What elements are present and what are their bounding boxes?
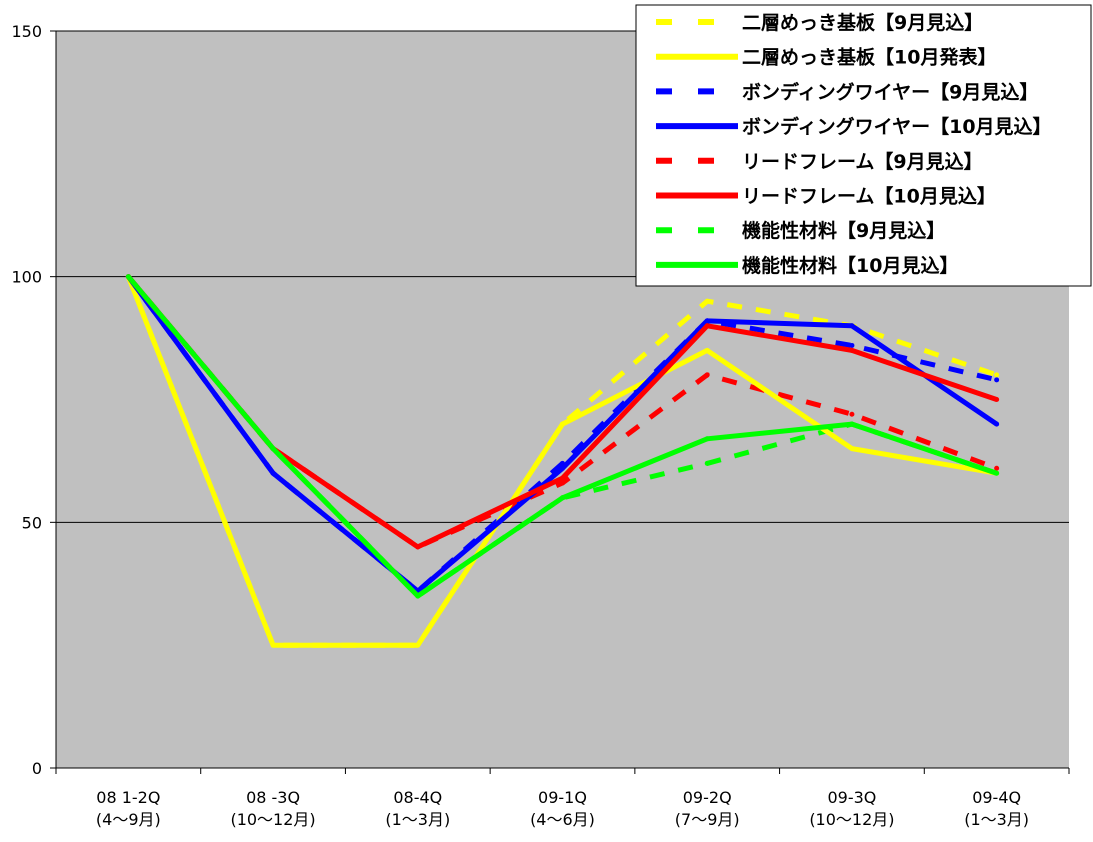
x-tick-label: 09-4Q: [972, 788, 1021, 807]
data-point: [849, 446, 855, 452]
data-point: [994, 470, 1000, 476]
x-tick-label: (4～6月): [530, 810, 595, 829]
data-point: [560, 421, 565, 427]
x-tick-label: (7～9月): [675, 810, 740, 829]
legend: 二層めっき基板【9月見込】二層めっき基板【10月発表】ボンディングワイヤー【9月…: [635, 4, 1092, 287]
data-point: [994, 377, 1000, 383]
data-point: [270, 642, 276, 648]
data-point: [704, 347, 710, 353]
data-point: [994, 465, 1000, 471]
legend-box: [635, 4, 1092, 287]
y-tick-label: 150: [11, 22, 42, 41]
x-tick-label: (10～12月): [230, 810, 315, 829]
data-point: [994, 421, 1000, 427]
x-tick-label: (10～12月): [809, 810, 894, 829]
data-point: [849, 411, 855, 417]
data-point: [270, 470, 276, 476]
data-point: [415, 642, 421, 648]
x-tick-label: 09-2Q: [683, 788, 732, 807]
data-point: [560, 475, 565, 481]
data-point: [849, 421, 855, 427]
series-layer: [125, 274, 1000, 648]
x-tick-label: (1～3月): [964, 810, 1029, 829]
data-point: [704, 298, 710, 304]
axis-layer: 0 50 100 150 08 1-2Q (4～9月) 08 -3Q (10～12月) 08-4…: [11, 22, 1070, 829]
data-point: [994, 372, 1000, 378]
data-point: [704, 318, 710, 324]
data-point: [704, 323, 710, 329]
legend-label: ボンディングワイヤー【10月見込】: [742, 115, 1052, 138]
data-point: [704, 460, 710, 466]
data-point: [270, 446, 276, 452]
data-point: [125, 274, 131, 280]
data-point: [560, 480, 565, 486]
data-point: [415, 544, 421, 550]
x-tick-label: (1～3月): [385, 810, 450, 829]
data-point: [415, 593, 421, 599]
x-tick-label: (4～9月): [96, 810, 161, 829]
y-tick-label: 0: [32, 759, 42, 778]
data-point: [704, 436, 710, 442]
legend-label: 二層めっき基板【9月見込】: [742, 11, 983, 34]
data-point: [849, 342, 855, 348]
y-tick-label: 50: [22, 513, 42, 532]
x-tick-label: 09-1Q: [538, 788, 587, 807]
x-tick-label: 08 1-2Q: [96, 788, 160, 807]
x-tick-label: 08 -3Q: [246, 788, 300, 807]
legend-label: リードフレーム【9月見込】: [742, 150, 983, 173]
legend-label: ボンディングワイヤー【9月見込】: [742, 80, 1038, 103]
data-point: [994, 397, 1000, 402]
data-point: [560, 465, 565, 471]
data-point: [849, 323, 855, 329]
legend-label: リードフレーム【10月見込】: [742, 185, 996, 208]
legend-label: 二層めっき基板【10月発表】: [742, 46, 996, 69]
data-point: [560, 495, 565, 501]
legend-label: 機能性材料【9月見込】: [742, 219, 945, 242]
y-tick-label: 100: [11, 268, 42, 287]
data-point: [849, 347, 855, 353]
data-point: [704, 372, 710, 378]
legend-label: 機能性材料【10月見込】: [742, 254, 958, 277]
x-tick-label: 09-3Q: [827, 788, 876, 807]
x-tick-label: 08-4Q: [393, 788, 442, 807]
